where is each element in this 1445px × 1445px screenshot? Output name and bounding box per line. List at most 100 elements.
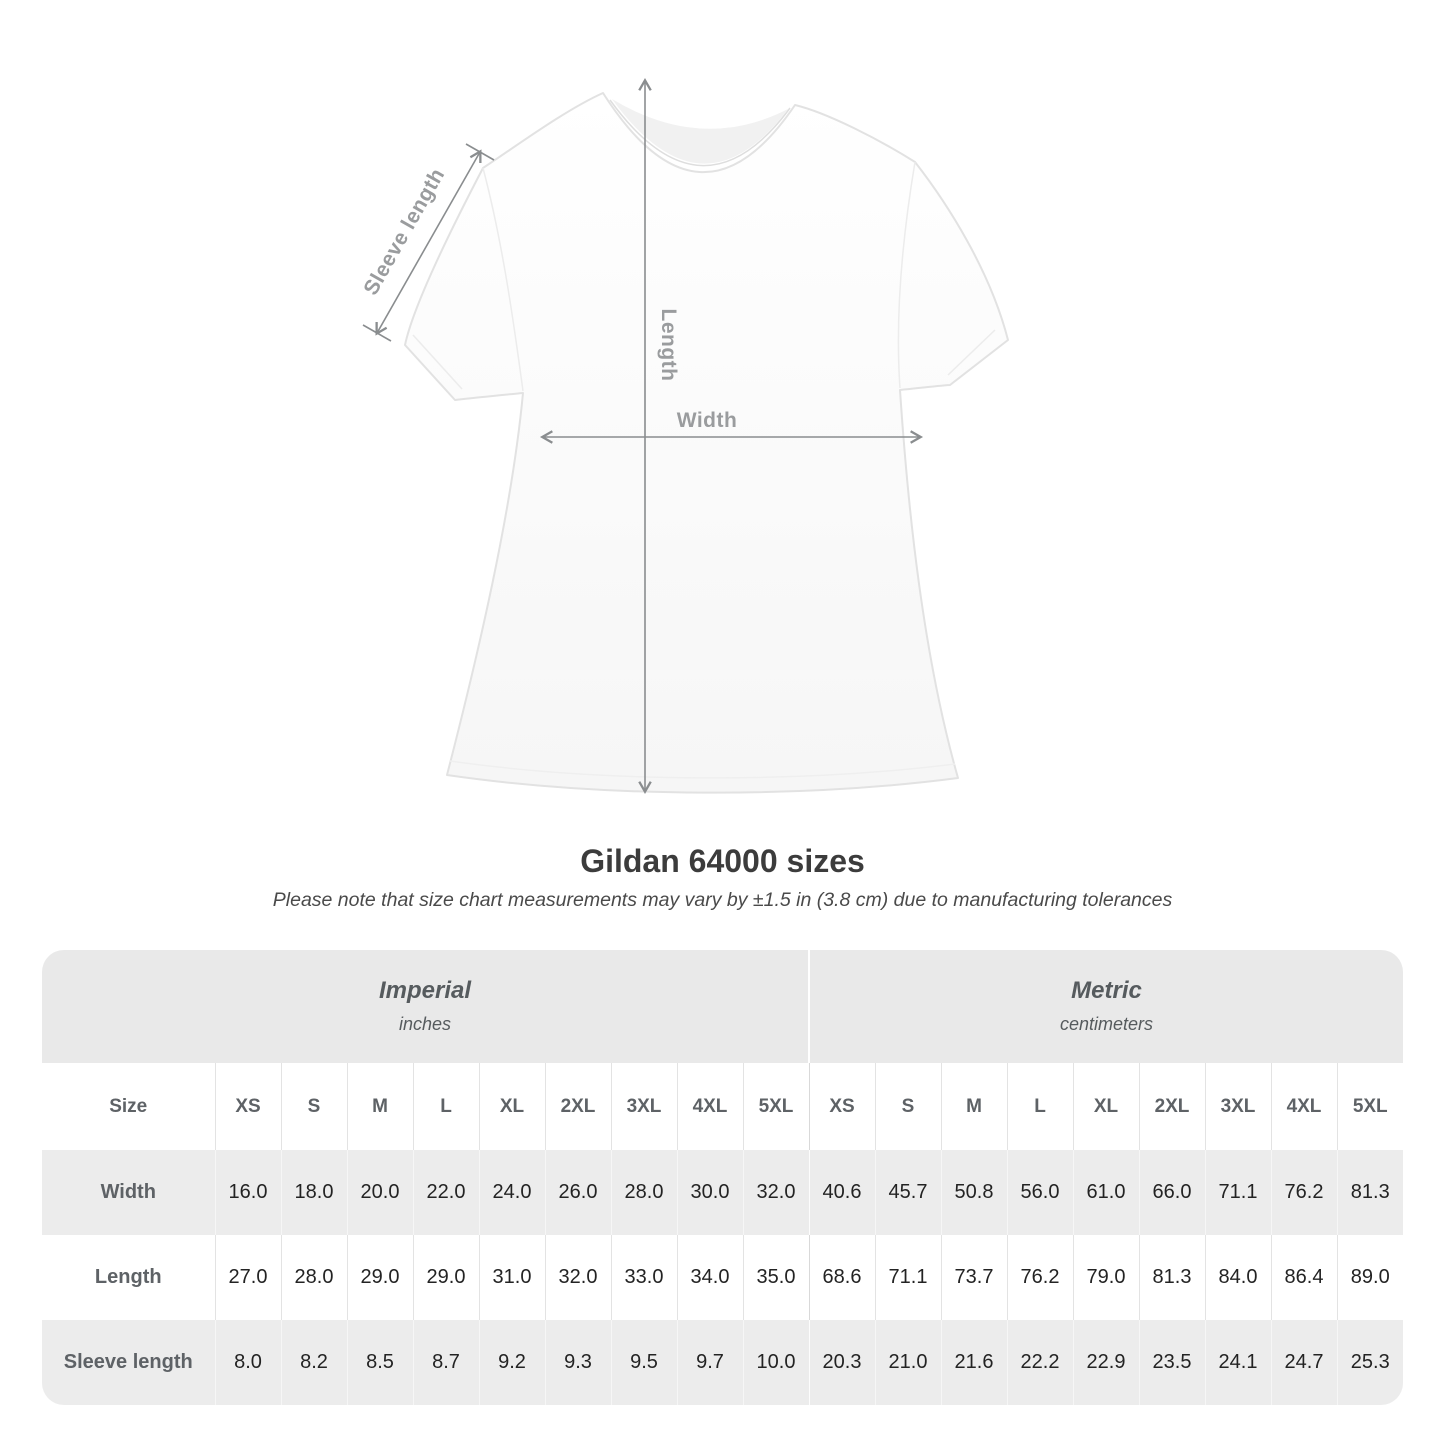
value-cell: 9.2 — [478, 1320, 545, 1405]
value-cell: 89.0 — [1336, 1235, 1403, 1320]
size-col-imperial-2xl: 2XL — [544, 1063, 611, 1150]
imperial-header-unit: inches — [398, 1013, 452, 1034]
table-row-sleeve-length: Sleeve length 8.0 8.2 8.5 8.7 9.2 9.3 9.5 9.7 10.… — [42, 1320, 1403, 1405]
imperial-header-title: Imperial — [378, 977, 472, 1005]
page-title: Gildan 64000 sizes — [580, 843, 865, 879]
units-header-row: Imperial inches Metric centimeters — [42, 950, 1403, 1063]
imperial-header: Imperial inches — [42, 950, 809, 1063]
collar-opening — [612, 99, 788, 164]
value-cell: 25.3 — [1336, 1320, 1403, 1405]
value-cell: 84.0 — [1204, 1235, 1271, 1320]
value-cell: 27.0 — [214, 1235, 281, 1320]
size-table: Imperial inches Metric centimeters Size … — [42, 950, 1403, 1405]
size-col-imperial-m: M — [346, 1063, 413, 1150]
left-cuff-seam — [412, 334, 463, 390]
value-cell: 81.3 — [1336, 1150, 1403, 1235]
value-cell: 8.7 — [412, 1320, 479, 1405]
sleeve-arrow-tick-top — [465, 143, 495, 161]
size-col-metric-5xl: 5XL — [1336, 1063, 1403, 1150]
value-cell: 22.9 — [1072, 1320, 1139, 1405]
value-cell: 32.0 — [742, 1150, 809, 1235]
size-col-imperial-4xl: 4XL — [676, 1063, 743, 1150]
length-label: Length — [657, 309, 680, 382]
row-label: Length — [94, 1266, 162, 1288]
value-cell: 24.1 — [1204, 1320, 1271, 1405]
row-label: Sleeve length — [63, 1351, 193, 1373]
row-label: Width — [100, 1181, 156, 1203]
value-cell: 9.7 — [676, 1320, 743, 1405]
size-col-metric-2xl: 2XL — [1138, 1063, 1205, 1150]
value-cell: 9.5 — [610, 1320, 677, 1405]
metric-header-title: Metric — [1071, 977, 1142, 1005]
tshirt-body-shape — [404, 92, 1009, 794]
metric-header-unit: centimeters — [1059, 1013, 1154, 1034]
size-col-metric-l: L — [1006, 1063, 1073, 1150]
value-cell: 35.0 — [742, 1235, 809, 1320]
right-sleeve-seam — [897, 161, 916, 389]
tshirt-illustration: Sleeve length Length Width — [359, 77, 1009, 795]
value-cell: 22.2 — [1006, 1320, 1073, 1405]
value-cell: 10.0 — [742, 1320, 809, 1405]
value-cell: 30.0 — [676, 1150, 743, 1235]
value-cell: 73.7 — [940, 1235, 1007, 1320]
value-cell: 23.5 — [1138, 1320, 1205, 1405]
value-cell: 24.0 — [478, 1150, 545, 1235]
size-col-metric-3xl: 3XL — [1204, 1063, 1271, 1150]
value-cell: 18.0 — [280, 1150, 347, 1235]
right-cuff-seam — [947, 329, 996, 376]
tshirt-figure: Sleeve length Length Width — [350, 55, 1050, 835]
size-header-row: Size XS S M L XL 2XL 3XL 4XL 5XL XS S M L XL 2XL 3XL 4XL… — [42, 1063, 1403, 1150]
value-cell: 61.0 — [1072, 1150, 1139, 1235]
value-cell: 66.0 — [1138, 1150, 1205, 1235]
collar-seam — [609, 99, 791, 167]
size-col-metric-s: S — [874, 1063, 941, 1150]
value-cell: 71.1 — [874, 1235, 941, 1320]
value-cell: 71.1 — [1204, 1150, 1271, 1235]
value-cell: 76.2 — [1006, 1235, 1073, 1320]
table-row-width: Width 16.0 18.0 20.0 22.0 24.0 26.0 28.0 30.0 32.… — [42, 1150, 1403, 1235]
hem-seam — [449, 760, 956, 779]
value-cell: 21.6 — [940, 1320, 1007, 1405]
value-cell: 21.0 — [874, 1320, 941, 1405]
size-col-metric-xl: XL — [1072, 1063, 1139, 1150]
value-cell: 45.7 — [874, 1150, 941, 1235]
value-cell: 8.0 — [214, 1320, 281, 1405]
value-cell: 79.0 — [1072, 1235, 1139, 1320]
size-col-imperial-xs: XS — [214, 1063, 281, 1150]
value-cell: 31.0 — [478, 1235, 545, 1320]
size-table-grid: Imperial inches Metric centimeters Size … — [42, 950, 1403, 1405]
value-cell: 8.5 — [346, 1320, 413, 1405]
size-col-metric-m: M — [940, 1063, 1007, 1150]
value-cell: 29.0 — [412, 1235, 479, 1320]
value-cell: 22.0 — [412, 1150, 479, 1235]
value-cell: 20.3 — [808, 1320, 875, 1405]
value-cell: 68.6 — [808, 1235, 875, 1320]
size-col-imperial-s: S — [280, 1063, 347, 1150]
value-cell: 76.2 — [1270, 1150, 1337, 1235]
size-column-label: Size — [42, 1063, 215, 1150]
size-col-imperial-3xl: 3XL — [610, 1063, 677, 1150]
value-cell: 8.2 — [280, 1320, 347, 1405]
value-cell: 81.3 — [1138, 1235, 1205, 1320]
tolerance-note: Please note that size chart measurements… — [272, 889, 1173, 911]
table-row-length: Length 27.0 28.0 29.0 29.0 31.0 32.0 33.0 34.0 35… — [42, 1235, 1403, 1320]
value-cell: 28.0 — [280, 1235, 347, 1320]
value-cell: 32.0 — [544, 1235, 611, 1320]
value-cell: 34.0 — [676, 1235, 743, 1320]
value-cell: 26.0 — [544, 1150, 611, 1235]
value-cell: 40.6 — [808, 1150, 875, 1235]
value-cell: 28.0 — [610, 1150, 677, 1235]
size-col-metric-4xl: 4XL — [1270, 1063, 1337, 1150]
size-col-imperial-l: L — [412, 1063, 479, 1150]
metric-header: Metric centimeters — [808, 950, 1403, 1063]
value-cell: 33.0 — [610, 1235, 677, 1320]
value-cell: 86.4 — [1270, 1235, 1337, 1320]
size-col-imperial-5xl: 5XL — [742, 1063, 809, 1150]
value-cell: 29.0 — [346, 1235, 413, 1320]
value-cell: 9.3 — [544, 1320, 611, 1405]
size-col-imperial-xl: XL — [478, 1063, 545, 1150]
size-col-metric-xs: XS — [808, 1063, 875, 1150]
left-sleeve-seam — [482, 167, 524, 392]
value-cell: 56.0 — [1006, 1150, 1073, 1235]
